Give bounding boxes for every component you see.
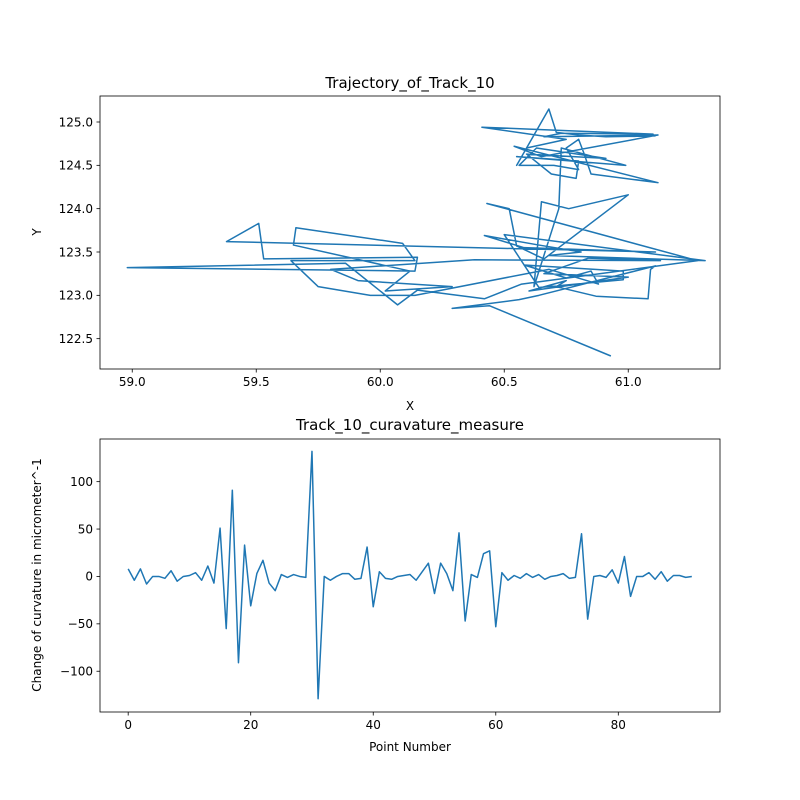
curvature-ytick-label: 0 [85,570,93,584]
trajectory-series-line [126,108,706,357]
trajectory-ytick-label: 124.5 [59,159,93,173]
trajectory-ytick-label: 125.0 [59,115,93,129]
curvature-ylabel: Change of curvature in micrometer^-1 [30,458,44,691]
curvature-xtick-label: 80 [611,718,626,732]
trajectory-title: Trajectory_of_Track_10 [324,74,494,93]
trajectory-xtick-label: 60.5 [491,375,518,389]
trajectory-ticks: 59.0 59.5 60.0 60.5 61.0 122.5 123.0 123.5 124.0… [59,115,642,389]
trajectory-ytick-label: 122.5 [59,332,93,346]
trajectory-xtick-label: 59.0 [119,375,146,389]
curvature-title: Track_10_curavature_measure [295,416,524,435]
curvature-frame [99,438,721,713]
curvature-ticks: 0 20 40 60 80 −100 −50 0 50 100 [60,475,626,732]
trajectory-ylabel: Y [30,228,44,237]
curvature-plot-area [99,438,721,713]
trajectory-xtick-label: 61.0 [615,375,642,389]
trajectory-plot-area [99,95,721,370]
trajectory-ytick-label: 123.0 [59,289,93,303]
curvature-xlabel: Point Number [369,740,451,754]
curvature-xtick-label: 60 [488,718,503,732]
trajectory-xtick-label: 60.0 [367,375,394,389]
curvature-ytick-label: −50 [68,617,93,631]
trajectory-axes: Trajectory_of_Track_10 59.0 59.5 60.0 60.5 6… [30,74,721,413]
curvature-ytick-label: −100 [60,665,93,679]
curvature-xtick-label: 0 [124,718,132,732]
curvature-series-line [127,450,692,700]
curvature-ytick-label: 100 [70,475,93,489]
trajectory-ytick-label: 123.5 [59,245,93,259]
trajectory-frame [99,95,721,370]
trajectory-xlabel: X [406,399,414,413]
curvature-xtick-label: 40 [366,718,381,732]
curvature-xtick-label: 20 [243,718,258,732]
curvature-ytick-label: 50 [78,522,93,536]
trajectory-xtick-label: 59.5 [243,375,270,389]
trajectory-ytick-label: 124.0 [59,202,93,216]
curvature-axes: Track_10_curavature_measure 0 20 40 60 80 −10… [30,416,721,754]
